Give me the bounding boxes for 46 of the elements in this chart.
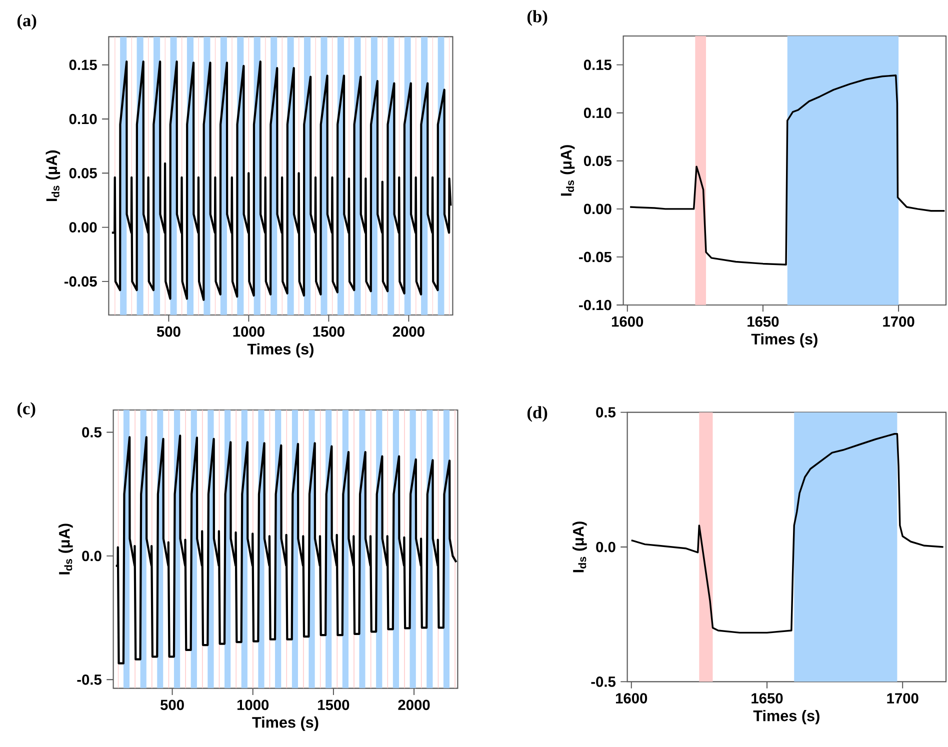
y-tick-label: 0.05 [69,168,97,178]
y-axis-title: I$_{ds}$ (μA) [572,522,587,572]
x-tick-label: 2000 [398,700,430,710]
x-tick-label: 1600 [612,316,644,327]
x-tick-label: 1000 [237,700,269,710]
x-axis-title: Times (s) [247,343,314,358]
x-tick-label: 1500 [318,700,350,710]
x-axis-title: Times (s) [751,333,818,348]
x-tick-label: 500 [156,326,180,337]
line-series [110,60,452,301]
x-tick-label: 1650 [748,316,779,327]
y-tick-label: 0.10 [69,114,97,124]
x-tick-label: 1700 [883,316,914,327]
chart-title: (d) [527,406,548,422]
y-tick-label: -0.10 [579,300,612,310]
y-tick-label: 0.15 [584,60,612,70]
x-tick-label: 1650 [752,693,783,704]
x-tick-label: 1700 [887,693,918,704]
y-axis-title: I$_{ds}$ (μA) [560,145,575,196]
y-tick-label: -0.05 [64,276,97,287]
y-tick-label: 0.0 [596,542,616,552]
x-tick-label: 500 [160,700,184,710]
y-tick-label: -0.5 [591,676,616,687]
y-tick-label: -0.5 [77,674,102,685]
chart-title: (a) [17,14,36,30]
x-axis-title: Times (s) [753,710,820,724]
y-tick-label: 0.05 [584,156,612,166]
chart-title: (c) [17,402,36,418]
x-tick-label: 2000 [392,326,424,337]
y-tick-label: 0.10 [584,108,612,118]
x-axis-title: Times (s) [252,716,318,731]
y-tick-label: 0.00 [584,204,612,214]
y-axis-title: I$_{ds}$ (μA) [46,150,60,202]
line-series [629,74,946,266]
y-tick-label: 0.5 [82,427,102,438]
y-tick-label: 0.00 [69,222,97,232]
y-tick-label: 0.0 [82,550,102,562]
y-tick-label: 0.15 [69,60,97,70]
chart-title: (b) [527,10,548,26]
y-axis-title: I$_{ds}$ (μA) [58,524,73,574]
y-tick-label: -0.05 [579,252,612,262]
x-tick-label: 1500 [313,326,344,337]
x-tick-label: 1000 [233,326,264,337]
x-tick-label: 1600 [616,693,648,704]
line-series [114,434,458,664]
y-tick-label: 0.5 [596,407,616,418]
